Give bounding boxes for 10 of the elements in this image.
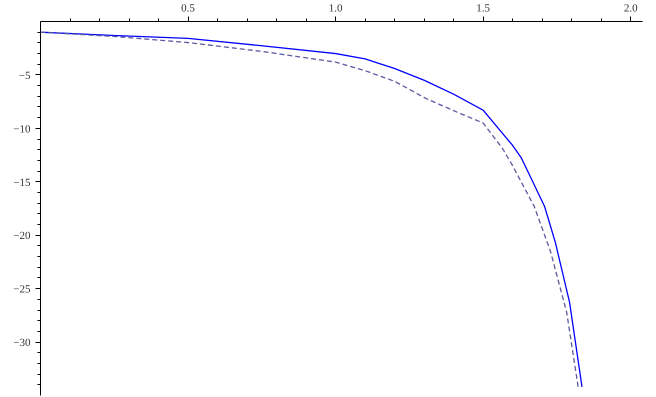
y-tick-label: −20 bbox=[13, 230, 31, 242]
y-tick-label: −25 bbox=[13, 284, 31, 296]
x-tick-label: 1.5 bbox=[476, 2, 491, 14]
y-tick-label: −5 bbox=[18, 70, 31, 82]
y-tick-label: −10 bbox=[13, 123, 31, 136]
y-tick-label: −15 bbox=[13, 176, 31, 189]
x-tick-label: 1.0 bbox=[328, 2, 343, 14]
y-tick-label: −30 bbox=[13, 337, 31, 350]
x-tick-label: 2.0 bbox=[624, 2, 638, 14]
x-tick-label: 0.5 bbox=[181, 2, 196, 14]
